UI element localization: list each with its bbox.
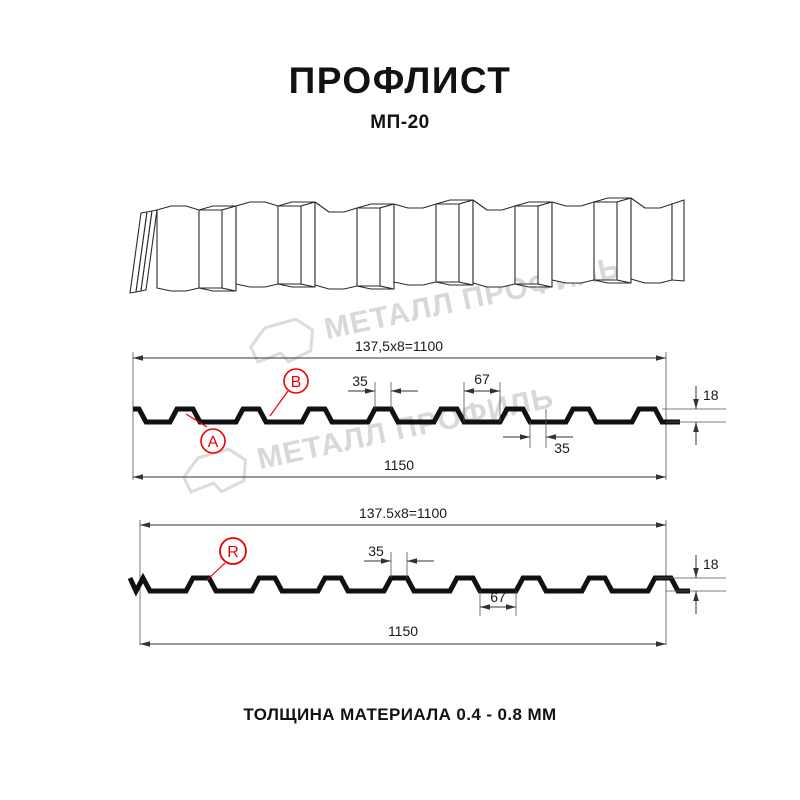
marker-a-label: A bbox=[208, 434, 219, 451]
dim-label-ribbase-top: 35 bbox=[554, 440, 570, 456]
dim-ribbase-top: 35 bbox=[503, 409, 573, 456]
dim-label-overall-bottom: 1150 bbox=[388, 623, 418, 639]
profile-view-bottom: 137.5x8=1100 1150 18 bbox=[127, 505, 726, 647]
dim-label-ribtop-top: 35 bbox=[352, 373, 368, 389]
watermark-logo-icon bbox=[181, 447, 248, 494]
dim-label-modules-top: 137,5x8=1100 bbox=[355, 338, 443, 354]
dim-label-valley-bottom: 67 bbox=[490, 589, 506, 605]
dim-label-ribtop-bottom: 35 bbox=[368, 543, 384, 559]
dim-label-height-bottom: 18 bbox=[703, 556, 719, 572]
profile-outline-bottom bbox=[127, 572, 690, 597]
sheet-edge-thickness bbox=[129, 209, 158, 294]
dim-overall-bottom: 1150 bbox=[140, 623, 666, 647]
dim-valley-bottom: 67 bbox=[479, 589, 517, 616]
dim-overall-top: 1150 bbox=[133, 457, 666, 480]
dim-label-height-top: 18 bbox=[703, 387, 719, 403]
dim-label-valley-top: 67 bbox=[474, 371, 490, 387]
profile-view-top: 137,5x8=1100 1150 18 bbox=[132, 338, 726, 480]
dim-ribtop-top: 35 bbox=[348, 373, 418, 409]
corrugation-ribs bbox=[156, 197, 685, 292]
dim-height-top: 18 bbox=[662, 386, 726, 445]
isometric-sheet-view bbox=[129, 197, 685, 294]
marker-a: A bbox=[185, 413, 226, 454]
dim-valley-top: 67 bbox=[463, 371, 501, 422]
dim-height-bottom: 18 bbox=[655, 555, 726, 614]
dim-ribtop-bottom: 35 bbox=[364, 543, 434, 578]
extension-lines-top bbox=[132, 352, 667, 480]
profile-outline-top bbox=[133, 406, 680, 425]
watermark-2: МЕТАЛЛ ПРОФИЛЬ bbox=[181, 381, 557, 494]
dim-modules-bottom: 137.5x8=1100 bbox=[140, 505, 666, 528]
watermark-logo-icon bbox=[248, 317, 315, 364]
marker-r: R bbox=[206, 537, 247, 581]
dim-label-modules-bottom: 137.5x8=1100 bbox=[359, 505, 447, 521]
marker-b: B bbox=[269, 368, 309, 417]
dim-modules-top: 137,5x8=1100 bbox=[133, 338, 666, 361]
marker-b-label: B bbox=[291, 374, 302, 391]
marker-r-label: R bbox=[227, 544, 239, 561]
material-thickness-caption: ТОЛЩИНА МАТЕРИАЛА 0.4 - 0.8 ММ bbox=[243, 705, 557, 724]
dim-label-overall-top: 1150 bbox=[384, 457, 414, 473]
